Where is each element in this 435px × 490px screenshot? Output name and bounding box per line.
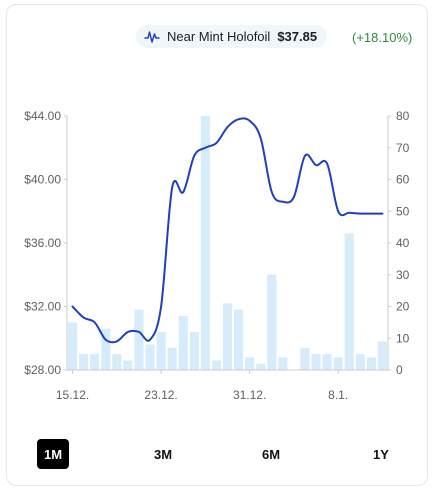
right-axis-tick-label: 20 <box>396 300 410 314</box>
range-button-6m[interactable]: 6M <box>261 446 281 462</box>
x-axis-ticks: 15.12. 23.12. 31.12. 8.1. <box>56 370 348 402</box>
volume-bar <box>300 347 310 370</box>
left-axis-tick-label: $40.00 <box>24 173 61 187</box>
volume-bar <box>134 309 144 370</box>
volume-bar <box>377 341 387 370</box>
right-axis-tick-label: 80 <box>396 109 410 123</box>
right-axis-tick-label: 10 <box>396 331 410 345</box>
x-axis-tick-label: 31.12. <box>233 388 266 402</box>
right-axis-tick-label: 40 <box>396 236 410 250</box>
volume-bar <box>112 354 122 370</box>
volume-bar <box>123 360 133 370</box>
volume-bar <box>79 354 89 370</box>
left-axis-tick-label: $28.00 <box>24 363 61 377</box>
volume-bar <box>234 309 244 370</box>
volume-bar <box>200 116 210 370</box>
volume-bar <box>333 357 343 370</box>
volume-bar <box>145 344 155 370</box>
range-button-1y[interactable]: 1Y <box>373 446 389 462</box>
x-axis-tick-label: 23.12. <box>144 388 177 402</box>
price-change: (+18.10%) <box>352 30 413 45</box>
right-axis-tick-label: 60 <box>396 173 410 187</box>
left-axis-ticks: $28.00 $32.00 $36.00 $40.00 $44.00 <box>24 109 67 377</box>
volume-bar <box>189 331 199 370</box>
volume-bars <box>68 116 387 371</box>
current-price: $37.85 <box>277 29 318 44</box>
price-chart: $28.00 $32.00 $36.00 $40.00 $44.00 0 10 20 30 40… <box>24 109 410 402</box>
range-button-1m[interactable]: 1M <box>37 439 69 469</box>
x-axis-tick-label: 8.1. <box>328 388 348 402</box>
left-axis-tick-label: $36.00 <box>24 236 61 250</box>
volume-bar <box>267 274 277 371</box>
volume-bar <box>167 347 177 370</box>
series-name: Near Mint Holofoil <box>167 29 271 44</box>
volume-bar <box>245 357 255 370</box>
volume-bar <box>344 233 354 370</box>
right-axis-tick-label: 50 <box>396 204 410 218</box>
right-axis-tick-label: 70 <box>396 141 410 155</box>
volume-bar <box>355 354 365 370</box>
volume-bar <box>322 354 332 370</box>
x-axis-tick-label: 15.12. <box>56 388 89 402</box>
volume-bar <box>101 328 111 370</box>
volume-bar <box>68 322 78 370</box>
series-legend: Near Mint Holofoil $37.85 <box>136 25 328 48</box>
right-axis-ticks: 0 10 20 30 40 50 60 70 80 <box>388 109 410 377</box>
volume-bar <box>178 316 188 370</box>
volume-bar <box>366 357 376 370</box>
volume-bar <box>256 363 266 370</box>
price-history-card <box>6 4 428 486</box>
left-axis-tick-label: $32.00 <box>24 300 61 314</box>
right-axis-tick-label: 0 <box>396 363 403 377</box>
right-axis-tick-label: 30 <box>396 268 410 282</box>
volume-bar <box>278 357 288 370</box>
volume-bar <box>156 331 166 370</box>
line-chart-icon <box>144 30 160 44</box>
volume-bar <box>211 360 221 370</box>
volume-bar <box>90 354 100 370</box>
volume-bar <box>311 354 321 370</box>
volume-bar <box>223 303 233 370</box>
range-button-3m[interactable]: 3M <box>153 446 173 462</box>
left-axis-tick-label: $44.00 <box>24 109 61 123</box>
price-line <box>71 117 384 344</box>
